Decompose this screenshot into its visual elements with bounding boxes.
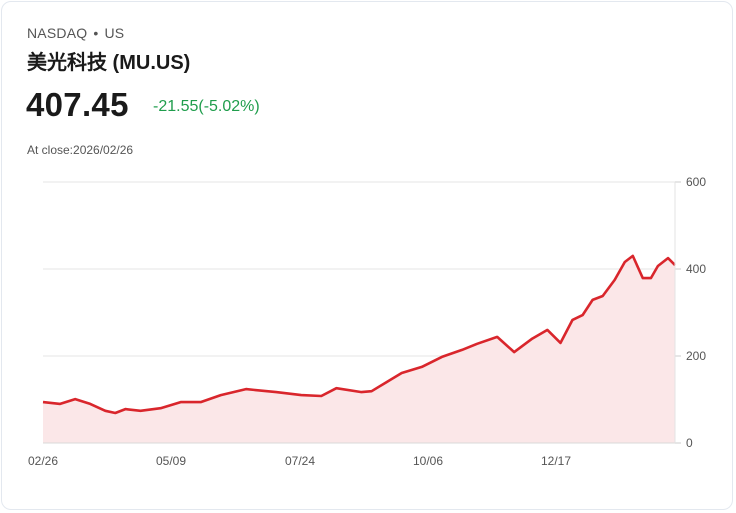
y-tick-label: 0 <box>686 436 693 450</box>
y-tick-label: 600 <box>686 175 706 189</box>
exchange-line: NASDAQ • US <box>27 25 124 41</box>
price-area-fill <box>43 255 675 443</box>
close-date: At close:2026/02/26 <box>27 143 134 157</box>
y-tick-label: 400 <box>686 262 706 276</box>
exchange-label: NASDAQ <box>27 25 88 41</box>
x-tick-label: 07/24 <box>285 454 315 468</box>
market-label: US <box>104 25 125 41</box>
current-price: 407.45 <box>26 86 129 123</box>
stock-name: 美光科技 (MU.US) <box>27 52 191 74</box>
x-tick-label: 05/09 <box>156 454 186 468</box>
x-axis-labels: 02/26 05/09 07/24 10/06 12/17 <box>28 454 571 468</box>
separator-dot: • <box>93 25 99 41</box>
price-line <box>42 254 676 415</box>
x-tick-label: 02/26 <box>28 454 58 468</box>
price-change: -21.55(-5.02%) <box>153 98 260 115</box>
x-tick-label: 10/06 <box>413 454 443 468</box>
y-tick-label: 200 <box>686 349 706 363</box>
y-axis-labels: 0 200 400 600 <box>686 175 706 450</box>
x-tick-label: 12/17 <box>541 454 571 468</box>
